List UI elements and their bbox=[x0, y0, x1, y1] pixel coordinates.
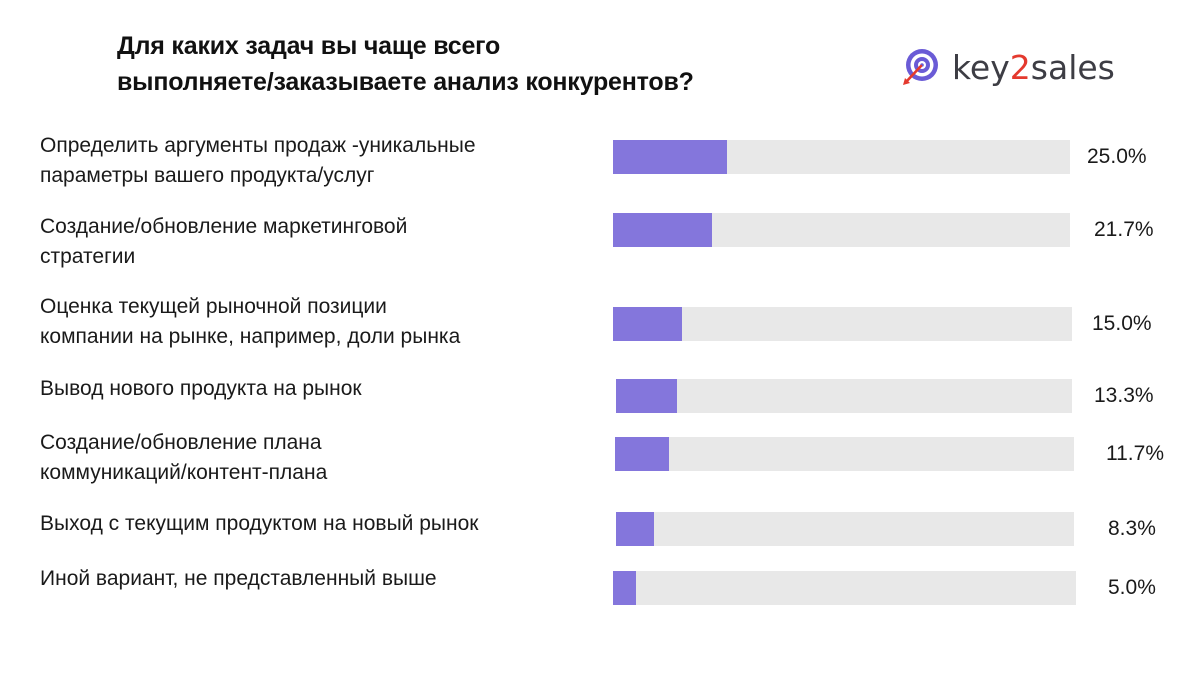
category-label: Выход с текущим продуктом на новый рынок bbox=[40, 509, 600, 539]
data-label: 25.0% bbox=[1087, 145, 1147, 168]
category-label: Иной вариант, не представленный выше bbox=[40, 564, 600, 594]
category-label-line: компании на рынке, например, доли рынка bbox=[40, 325, 461, 348]
brand-logo-text: key2sales bbox=[952, 51, 1115, 84]
category-label: Вывод нового продукта на рынок bbox=[40, 374, 600, 404]
brand-logo-text-key: key bbox=[952, 47, 1010, 87]
bar-track bbox=[613, 140, 1070, 174]
data-label: 21.7% bbox=[1094, 218, 1154, 241]
category-label: Создание/обновление маркетинговой стратег… bbox=[40, 212, 600, 272]
brand-logo-text-sales: sales bbox=[1030, 47, 1115, 87]
bar bbox=[613, 140, 728, 174]
category-label-line: Вывод нового продукта на рынок bbox=[40, 377, 362, 400]
chart-title: Для каких задач вы чаще всего выполняете… bbox=[117, 28, 837, 100]
bar-track bbox=[613, 213, 1070, 247]
target-arrow-icon bbox=[903, 49, 938, 85]
category-label: Оценка текущей рыночной позиции компании … bbox=[40, 292, 600, 352]
category-label-line: Определить аргументы продаж -уникальные bbox=[40, 134, 476, 157]
bar-track bbox=[616, 512, 1074, 546]
category-label-line: стратегии bbox=[40, 245, 136, 268]
chart-title-line-2: выполняете/заказываете анализ конкуренто… bbox=[117, 68, 694, 96]
bar-track bbox=[615, 437, 1074, 471]
category-label-line: коммуникаций/контент-плана bbox=[40, 461, 328, 484]
bar bbox=[613, 213, 713, 247]
data-label: 5.0% bbox=[1108, 576, 1156, 599]
bar-track bbox=[616, 379, 1072, 413]
data-label: 11.7% bbox=[1106, 442, 1164, 465]
category-label-line: Создание/обновление маркетинговой bbox=[40, 215, 408, 238]
category-label-line: Оценка текущей рыночной позиции bbox=[40, 295, 387, 318]
bar bbox=[615, 437, 669, 471]
bar bbox=[616, 512, 654, 546]
data-label: 15.0% bbox=[1092, 312, 1152, 335]
bar bbox=[613, 307, 682, 341]
bar bbox=[616, 379, 677, 413]
bar bbox=[613, 571, 637, 605]
brand-logo: key2sales bbox=[900, 42, 1115, 92]
category-label: Создание/обновление плана коммуникаций/ко… bbox=[40, 428, 600, 488]
category-label-line: Выход с текущим продуктом на новый рынок bbox=[40, 512, 479, 535]
bar-track bbox=[613, 307, 1072, 341]
data-label: 13.3% bbox=[1094, 384, 1154, 407]
data-label: 8.3% bbox=[1108, 517, 1156, 540]
category-label-line: параметры вашего продукта/услуг bbox=[40, 164, 375, 187]
category-label-line: Создание/обновление плана bbox=[40, 431, 322, 454]
category-label-line: Иной вариант, не представленный выше bbox=[40, 567, 437, 590]
category-label: Определить аргументы продаж -уникальные п… bbox=[40, 131, 600, 191]
chart-title-line-1: Для каких задач вы чаще всего bbox=[117, 32, 501, 60]
brand-logo-text-2: 2 bbox=[1009, 47, 1031, 87]
bar-track bbox=[613, 571, 1076, 605]
